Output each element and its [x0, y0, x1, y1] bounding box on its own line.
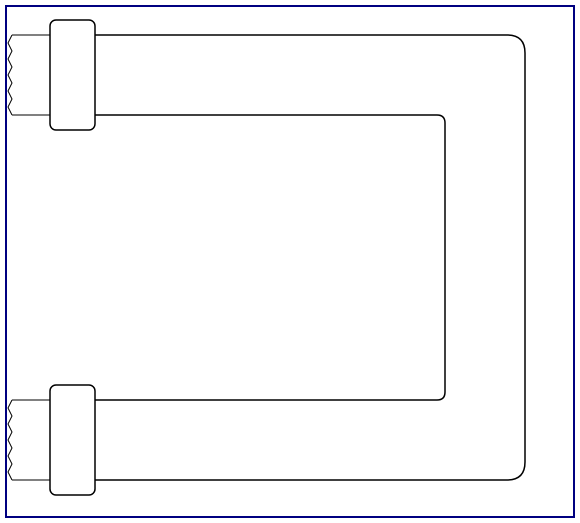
ubolt-diagram: [0, 0, 580, 523]
diagram-container: [0, 0, 580, 523]
